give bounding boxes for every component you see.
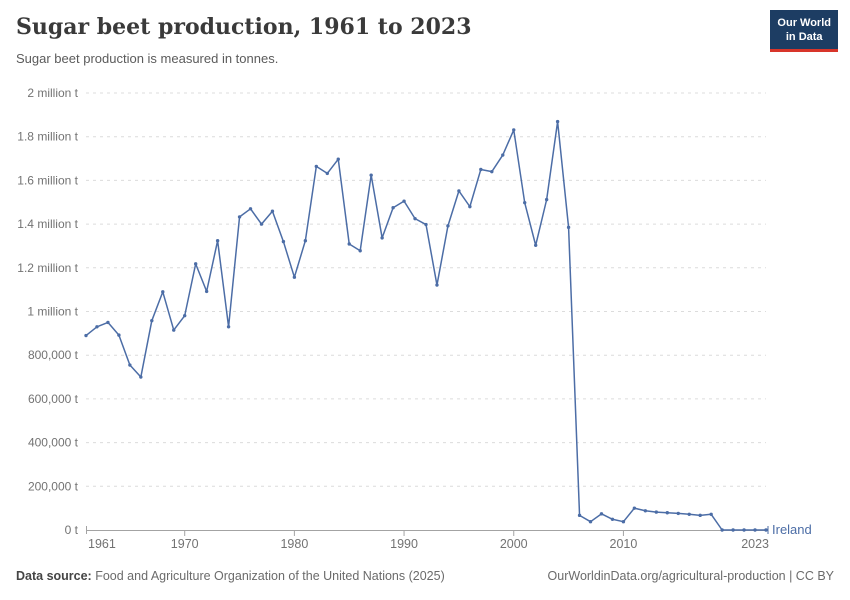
data-point[interactable] — [501, 153, 505, 157]
data-point[interactable] — [402, 199, 406, 203]
data-point[interactable] — [336, 157, 340, 161]
data-point[interactable] — [380, 236, 384, 240]
data-point[interactable] — [512, 128, 516, 132]
owid-logo-line2: in Data — [785, 31, 823, 44]
data-point[interactable] — [764, 528, 768, 532]
data-point[interactable] — [128, 363, 132, 367]
data-source: Data source: Food and Agriculture Organi… — [16, 569, 445, 583]
data-point[interactable] — [369, 173, 373, 177]
data-point[interactable] — [599, 512, 604, 516]
data-point[interactable] — [643, 509, 648, 513]
data-point[interactable] — [709, 512, 713, 516]
y-axis-tick-label: 1.8 million t — [17, 130, 78, 144]
y-axis-tick-label: 1.6 million t — [17, 173, 78, 187]
data-point[interactable] — [413, 216, 417, 221]
data-point[interactable] — [347, 242, 351, 246]
data-point[interactable] — [698, 513, 702, 518]
y-axis-tick-label: 600,000 t — [28, 392, 79, 406]
data-point[interactable] — [490, 169, 494, 174]
data-point[interactable] — [314, 164, 319, 169]
data-point[interactable] — [479, 167, 483, 172]
data-point[interactable] — [259, 222, 264, 226]
data-point[interactable] — [248, 207, 253, 211]
y-axis-tick-label: 400,000 t — [28, 436, 79, 450]
data-point[interactable] — [270, 209, 275, 213]
series-label-ireland[interactable]: Ireland — [772, 522, 812, 537]
x-axis-tick-label: 2000 — [500, 537, 528, 551]
data-point[interactable] — [358, 249, 362, 253]
y-axis-tick-label: 200,000 t — [28, 479, 79, 493]
data-point[interactable] — [687, 512, 691, 516]
data-point[interactable] — [753, 528, 757, 532]
data-point[interactable] — [720, 528, 724, 532]
footer-link[interactable]: OurWorldinData.org/agricultural-producti… — [547, 569, 834, 583]
x-axis-tick-label: 2023 — [741, 537, 769, 551]
series-line-ireland[interactable] — [85, 120, 767, 531]
data-point[interactable] — [424, 222, 428, 227]
owid-logo-line1: Our World — [777, 17, 831, 29]
y-axis-tick-label: 800,000 t — [28, 348, 79, 362]
data-point[interactable] — [544, 197, 549, 202]
data-point[interactable] — [95, 325, 99, 329]
data-source-label: Data source: — [16, 569, 92, 583]
data-point[interactable] — [588, 519, 593, 524]
data-point[interactable] — [325, 171, 329, 176]
data-point[interactable] — [621, 519, 626, 524]
data-point[interactable] — [391, 206, 395, 210]
data-point[interactable] — [226, 325, 231, 329]
x-axis-tick-label: 1961 — [88, 537, 116, 551]
x-axis-tick-label: 1970 — [171, 537, 199, 551]
y-axis-tick-label: 1.4 million t — [17, 217, 78, 231]
data-point[interactable] — [577, 513, 582, 518]
data-point[interactable] — [292, 275, 297, 279]
data-point[interactable] — [676, 511, 680, 516]
data-point[interactable] — [193, 262, 198, 266]
data-point[interactable] — [654, 510, 659, 514]
data-point[interactable] — [183, 313, 187, 318]
data-point[interactable] — [237, 215, 242, 219]
data-point[interactable] — [303, 239, 308, 243]
data-point[interactable] — [742, 528, 746, 532]
data-point[interactable] — [457, 189, 461, 193]
x-axis-tick-label: 1980 — [280, 537, 308, 551]
data-point[interactable] — [446, 224, 450, 228]
data-source-value: Food and Agriculture Organization of the… — [95, 569, 445, 583]
data-point[interactable] — [161, 290, 165, 294]
data-point[interactable] — [435, 283, 439, 287]
y-axis-tick-label: 2 million t — [27, 86, 78, 100]
data-point[interactable] — [117, 333, 121, 337]
y-axis-tick-label: 0 t — [65, 523, 79, 537]
data-point[interactable] — [468, 204, 472, 209]
data-point[interactable] — [172, 328, 176, 332]
data-point[interactable] — [533, 243, 538, 247]
x-axis-tick-label: 1990 — [390, 537, 418, 551]
owid-logo[interactable]: Our World in Data — [770, 10, 838, 52]
data-point[interactable] — [150, 318, 154, 323]
data-point[interactable] — [106, 320, 110, 325]
data-point[interactable] — [281, 239, 286, 244]
x-axis-tick-label: 2010 — [610, 537, 638, 551]
y-axis-tick-label: 1 million t — [27, 305, 78, 319]
data-point[interactable] — [139, 375, 143, 379]
data-point[interactable] — [566, 225, 571, 230]
data-point[interactable] — [610, 517, 615, 521]
data-point[interactable] — [665, 511, 669, 515]
data-point[interactable] — [84, 333, 88, 338]
data-point[interactable] — [523, 200, 527, 205]
y-axis-tick-label: 1.2 million t — [17, 261, 78, 275]
data-point[interactable] — [204, 289, 209, 294]
data-point[interactable] — [215, 239, 220, 243]
data-point[interactable] — [632, 506, 637, 510]
page-title: Sugar beet production, 1961 to 2023 — [16, 14, 472, 40]
chart-subtitle: Sugar beet production is measured in ton… — [16, 51, 279, 66]
data-point[interactable] — [555, 119, 560, 124]
data-point[interactable] — [731, 528, 735, 532]
